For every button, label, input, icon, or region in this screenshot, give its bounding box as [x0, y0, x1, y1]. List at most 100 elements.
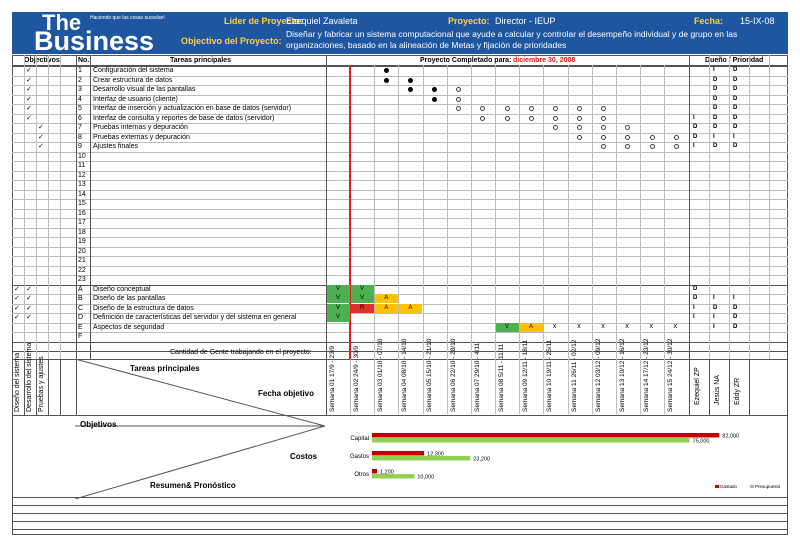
objective-name-header: Diseño del sistema [14, 352, 21, 412]
owner-priority: D [733, 143, 738, 149]
chart-bar-gastado [372, 433, 720, 438]
objective-name-header: Pruebas y ajustes [38, 356, 45, 412]
col-line [326, 55, 327, 359]
task-name: Crear estructura de datos [93, 76, 173, 84]
week-header: Semana 09 12/11 - 18/11 [522, 339, 530, 412]
check-mark: ✓ [38, 133, 44, 141]
brand-tagline: Haciendo que las cosas sucedan! [90, 15, 165, 21]
letter-task-name: Diseño de las pantallas [93, 295, 166, 302]
week-header: Semana 14 17/12 - 23/12 [642, 338, 650, 412]
col-objectives: Objectivos [24, 57, 60, 64]
week-line [591, 65, 593, 414]
row-line [12, 151, 788, 153]
owner-priority: D [733, 124, 738, 130]
col-line [60, 55, 61, 359]
check-mark: ✓ [14, 295, 20, 302]
week-header: Semana 10 19/11 - 25/11 [546, 339, 554, 412]
bottom-col-line [689, 359, 690, 415]
task-number: 9 [78, 143, 82, 150]
status-risk: A [519, 322, 543, 332]
col-tasks: Tareas principales [170, 57, 231, 64]
row-line [12, 75, 788, 77]
task-number: 6 [78, 114, 82, 122]
col-no: No. [78, 57, 90, 64]
row-line [12, 208, 788, 210]
chart-legend-label: Gastado [720, 484, 738, 489]
owner-priority: D [733, 323, 738, 330]
status-done: V [495, 322, 519, 332]
milestone-planned [601, 115, 607, 121]
bottom-costs: Costos [290, 452, 318, 461]
owner-priority: D [713, 95, 718, 102]
milestone-planned [504, 115, 510, 121]
owner-priority: D [713, 76, 718, 83]
task-number: 21 [78, 257, 86, 264]
status-pending: x [649, 322, 654, 330]
project-value: Director - IEUP [495, 16, 556, 26]
chart-bar-presupuesto [372, 456, 471, 461]
task-number: 16 [78, 209, 86, 217]
milestone-done [383, 68, 389, 73]
letter-task-id: A [78, 285, 83, 293]
task-number: 19 [78, 238, 86, 245]
milestone-planned [601, 106, 607, 111]
row-line [12, 332, 788, 333]
task-name: Ajustes finales [93, 143, 139, 150]
col-line [76, 55, 77, 359]
milestone-planned [673, 144, 679, 149]
chart-category-label: Otros [354, 472, 369, 478]
chart-value-label: 82,000 [722, 434, 739, 440]
milestone-planned [577, 134, 583, 140]
task-number: 22 [78, 266, 86, 274]
col-line [90, 55, 91, 359]
task-number: 4 [78, 95, 82, 103]
check-mark: ✓ [26, 114, 32, 122]
chart-category-label: Capital [350, 436, 369, 442]
date-label: Fecha: [694, 16, 724, 26]
row-line [12, 284, 788, 286]
owner-priority: D [713, 143, 718, 149]
owner-priority: I [693, 114, 695, 121]
objective-value-1: Diseñar y fabricar un sistema computacio… [286, 29, 738, 39]
bottom-date-objective: Fecha objetivo [258, 389, 315, 398]
check-mark: ✓ [26, 285, 32, 293]
row-line [12, 113, 788, 115]
chart-bar-gastado [372, 469, 378, 474]
task-number: 18 [78, 228, 86, 236]
task-number: 3 [78, 86, 82, 93]
owner-priority: I [713, 314, 715, 320]
row-line [12, 104, 788, 105]
week-header: Semana 07 29/10 - 4/11 [473, 342, 481, 412]
row-line [12, 199, 788, 200]
week-line [639, 65, 641, 414]
week-header: Semana 02 24/9 - 30/9 [353, 345, 361, 412]
check-mark: ✓ [38, 143, 44, 150]
status-risk: A [374, 303, 398, 313]
check-mark: ✓ [26, 304, 32, 312]
row-line [12, 256, 788, 257]
milestone-planned [625, 134, 631, 140]
task-number: 13 [78, 181, 86, 188]
col-line [769, 55, 770, 359]
bottom-tasks-label: Tareas principales [130, 364, 200, 373]
owner-priority: I [713, 67, 715, 73]
milestone-planned [577, 106, 583, 111]
status-pending: x [552, 322, 557, 330]
col-line [24, 55, 25, 359]
check-mark: ✓ [26, 76, 32, 84]
owner-priority: I [733, 295, 735, 301]
week-header: Semana 06 22/10 - 28/10 [449, 338, 457, 412]
row-line [12, 85, 788, 86]
section-line [12, 505, 788, 506]
check-mark: ✓ [14, 314, 20, 321]
brand-logo: The Business Haciendo que las cosas suce… [16, 10, 174, 56]
status-done: V [326, 294, 350, 304]
status-done: V [326, 284, 350, 294]
milestone-done [432, 87, 438, 92]
task-number: 14 [78, 190, 86, 198]
owner-priority: I [713, 323, 715, 330]
col-line [48, 55, 49, 359]
section-line [12, 415, 788, 416]
leader-value: Ezequiel Zavaleta [286, 16, 358, 26]
row-line [12, 123, 788, 124]
